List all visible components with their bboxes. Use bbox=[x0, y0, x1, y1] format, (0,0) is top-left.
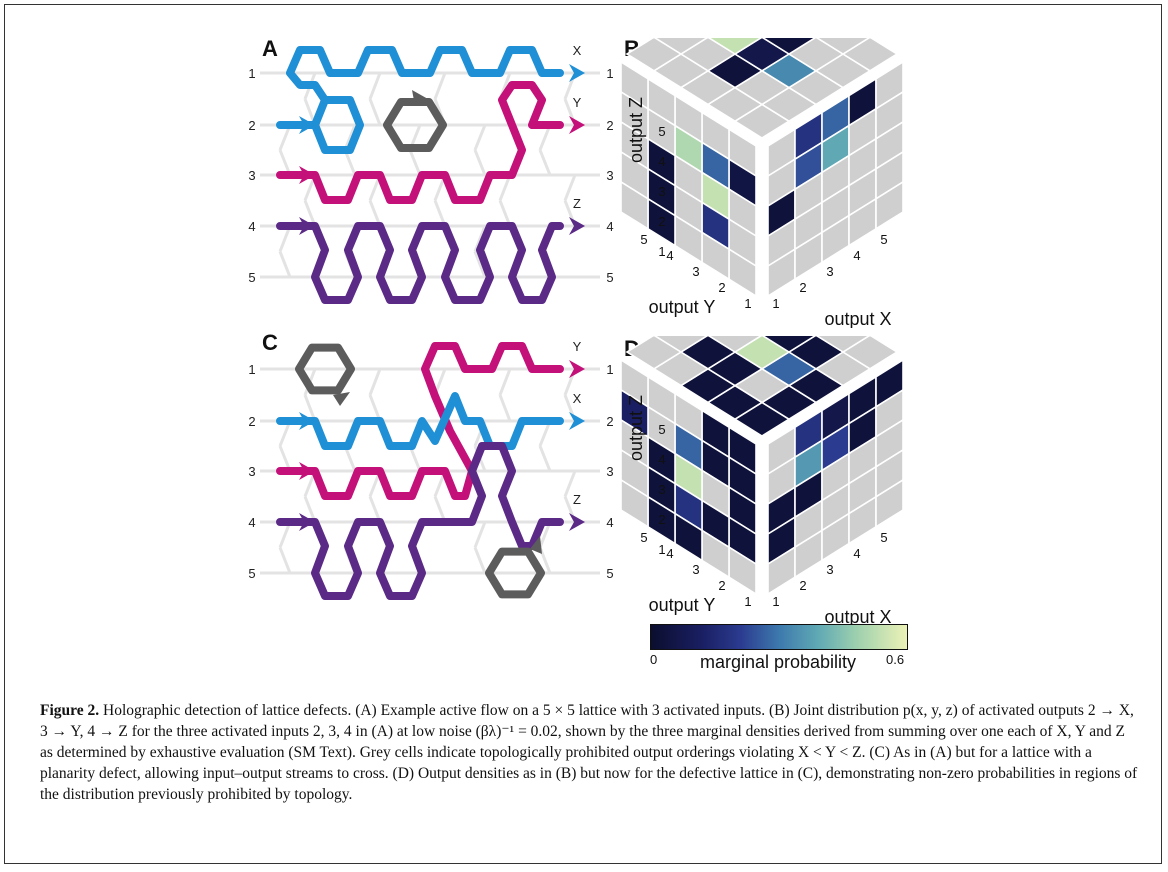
tick-y: 5 bbox=[640, 530, 647, 545]
row-number-left: 3 bbox=[248, 168, 255, 183]
lattice-edge bbox=[540, 446, 550, 471]
tick-x: 5 bbox=[880, 530, 887, 545]
axis-label-z: output Z bbox=[626, 97, 646, 163]
row-number-right: 2 bbox=[606, 414, 613, 429]
tick-z: 3 bbox=[658, 184, 665, 199]
tick-x: 1 bbox=[772, 594, 779, 609]
row-number-left: 2 bbox=[248, 118, 255, 133]
row-number-right: 3 bbox=[606, 464, 613, 479]
tick-x: 2 bbox=[799, 280, 806, 295]
lattice-edge bbox=[475, 150, 485, 175]
lattice-edge bbox=[280, 252, 290, 278]
caption-title: Figure 2. bbox=[40, 702, 99, 719]
lattice-edge bbox=[500, 369, 510, 395]
row-number-left: 4 bbox=[248, 219, 255, 234]
tick-y: 4 bbox=[666, 248, 673, 263]
output-label: Z bbox=[573, 196, 581, 211]
tick-x: 3 bbox=[826, 264, 833, 279]
row-number-left: 5 bbox=[248, 270, 255, 285]
lattice-a: 1 1 2 2 3 3 4 4 5 5 X Y Z bbox=[240, 40, 620, 320]
tick-z: 2 bbox=[658, 214, 665, 229]
output-label: Y bbox=[573, 95, 582, 110]
lattice-edge bbox=[475, 522, 485, 548]
axis-label-y: output Y bbox=[649, 595, 716, 615]
tick-y: 2 bbox=[718, 578, 725, 593]
tick-y: 1 bbox=[744, 296, 751, 311]
tick-y: 4 bbox=[666, 546, 673, 561]
tick-x: 4 bbox=[853, 248, 860, 263]
lattice-edge bbox=[410, 150, 420, 175]
tick-x: 4 bbox=[853, 546, 860, 561]
tick-x: 5 bbox=[880, 232, 887, 247]
tick-z: 4 bbox=[658, 154, 665, 169]
tick-x: 1 bbox=[772, 296, 779, 311]
row-number-left: 3 bbox=[248, 464, 255, 479]
lattice-edge bbox=[280, 548, 290, 574]
colorbar-min: 0 bbox=[650, 652, 657, 667]
axis-label-y: output Y bbox=[649, 297, 716, 317]
tick-z: 3 bbox=[658, 482, 665, 497]
row-number-right: 3 bbox=[606, 168, 613, 183]
colorbar-gradient bbox=[650, 624, 908, 650]
row-number-right: 1 bbox=[606, 66, 613, 81]
tick-y: 5 bbox=[640, 232, 647, 247]
tick-y: 3 bbox=[692, 264, 699, 279]
tick-y: 2 bbox=[718, 280, 725, 295]
figure-caption: Figure 2. Holographic detection of latti… bbox=[40, 700, 1140, 805]
tick-x: 2 bbox=[799, 578, 806, 593]
tick-z: 5 bbox=[658, 124, 665, 139]
flow-path-purple bbox=[280, 226, 560, 300]
axis-label-x: output X bbox=[824, 309, 891, 328]
lattice-edge bbox=[500, 395, 510, 421]
colorbar: 0 marginal probability 0.6 bbox=[650, 624, 912, 672]
tick-z: 1 bbox=[658, 244, 665, 259]
caption-text: Holographic detection of lattice defects… bbox=[40, 702, 1137, 803]
row-number-left: 1 bbox=[248, 362, 255, 377]
row-number-right: 2 bbox=[606, 118, 613, 133]
output-label: Z bbox=[573, 492, 581, 507]
tick-x: 3 bbox=[826, 562, 833, 577]
colorbar-max: 0.6 bbox=[886, 652, 904, 667]
tick-z: 1 bbox=[658, 542, 665, 557]
cube-b: output Z output Y output X 1 1 1 2 2 2 3 3 3 4 4 4 5 5 5 bbox=[620, 38, 920, 328]
row-number-left: 5 bbox=[248, 566, 255, 581]
row-number-right: 1 bbox=[606, 362, 613, 377]
row-number-left: 2 bbox=[248, 414, 255, 429]
row-number-right: 5 bbox=[606, 566, 613, 581]
lattice-c: 1 1 2 2 3 3 4 4 5 5 Y X Z bbox=[240, 336, 620, 616]
row-number-right: 4 bbox=[606, 219, 613, 234]
tick-y: 3 bbox=[692, 562, 699, 577]
lattice-edge bbox=[370, 99, 380, 125]
tick-z: 5 bbox=[658, 422, 665, 437]
lattice-edge bbox=[370, 369, 380, 395]
row-number-right: 4 bbox=[606, 515, 613, 530]
cube-d: output Z output Y output X 1 1 1 2 2 2 3 3 3 4 4 4 5 5 5 bbox=[620, 336, 920, 626]
lattice-edge bbox=[370, 73, 380, 99]
lattice-edge bbox=[540, 150, 550, 175]
colorbar-title: marginal probability bbox=[678, 652, 878, 673]
output-label: X bbox=[573, 391, 582, 406]
row-number-right: 5 bbox=[606, 270, 613, 285]
output-label: Y bbox=[573, 339, 582, 354]
axis-label-z: output Z bbox=[626, 395, 646, 461]
tick-y: 1 bbox=[744, 594, 751, 609]
output-label: X bbox=[573, 43, 582, 58]
lattice-edge bbox=[435, 73, 445, 99]
row-number-left: 1 bbox=[248, 66, 255, 81]
tick-z: 4 bbox=[658, 452, 665, 467]
tick-z: 2 bbox=[658, 512, 665, 527]
lattice-a-grid: 1 1 2 2 3 3 4 4 5 5 X Y Z bbox=[248, 43, 613, 285]
lattice-edge bbox=[475, 548, 485, 574]
row-number-left: 4 bbox=[248, 515, 255, 530]
lattice-edge bbox=[475, 125, 485, 150]
